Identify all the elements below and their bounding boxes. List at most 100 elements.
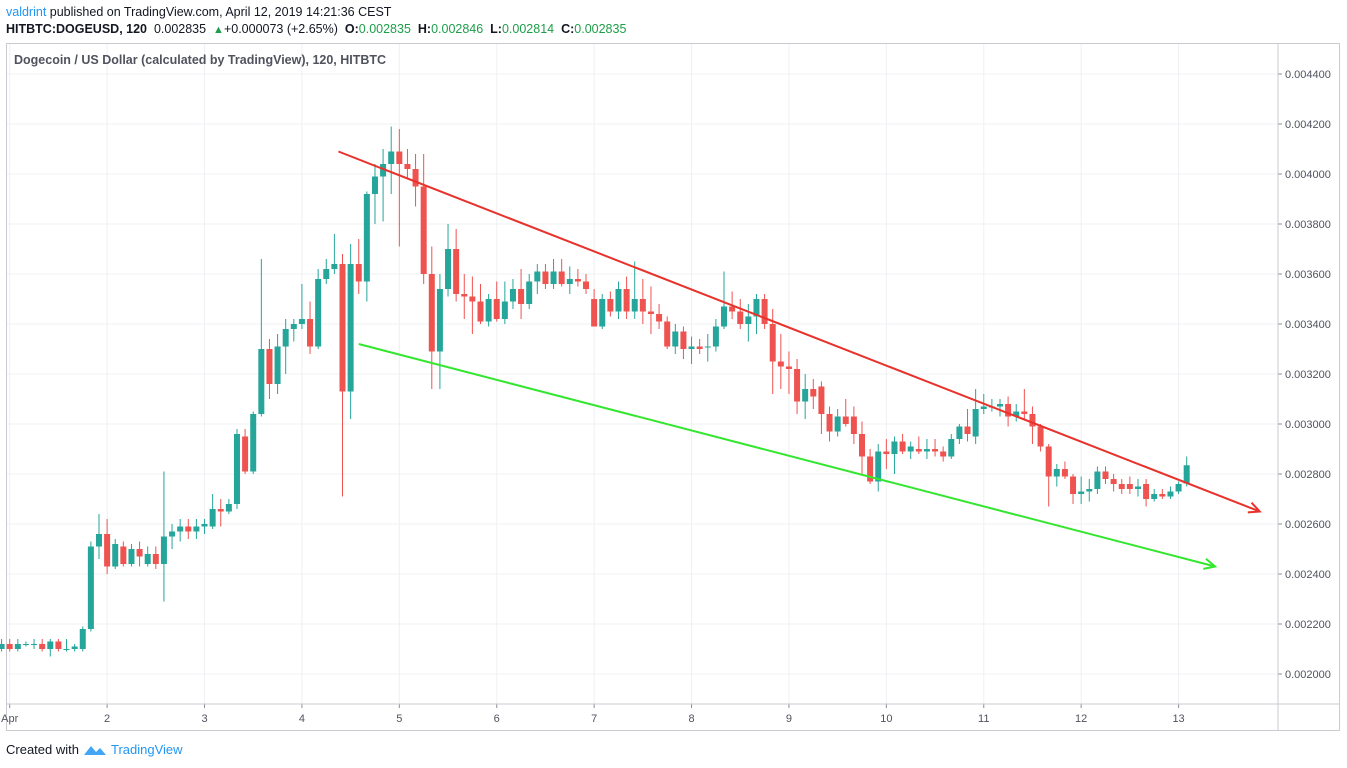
chart-title: Dogecoin / US Dollar (calculated by Trad… [14, 53, 386, 67]
candle [769, 309, 776, 394]
x-tick-label: 13 [1172, 713, 1184, 725]
candle-body [631, 299, 638, 312]
candle [1126, 476, 1133, 494]
candle-body [777, 361, 784, 367]
open-value: 0.002835 [358, 22, 411, 36]
candle-body [574, 279, 581, 282]
candle-body [477, 301, 484, 322]
chart-grid [7, 44, 1278, 704]
candle [1094, 466, 1101, 494]
candle-body [71, 646, 78, 649]
candle [923, 439, 930, 459]
chart-frame[interactable] [6, 43, 1340, 731]
candle [1102, 466, 1109, 484]
candle-body [810, 389, 817, 397]
candle [233, 429, 240, 509]
candle [631, 261, 638, 319]
candle-body [834, 416, 841, 432]
candle [964, 409, 971, 442]
candle-body [907, 446, 914, 452]
candle [128, 544, 135, 567]
candle [47, 639, 54, 657]
candle [104, 519, 111, 574]
ohlc-header: HITBTC:DOGEUSD, 120 0.002835 ▲+0.000073 … [6, 22, 626, 36]
candle-body [647, 311, 654, 314]
candle-body [842, 416, 849, 424]
candle [696, 339, 703, 354]
candle [485, 294, 492, 327]
candle-body [315, 279, 322, 347]
candle [591, 289, 598, 327]
y-tick-label: 0.002600 [1285, 519, 1331, 531]
candle-body [1159, 494, 1166, 497]
candle [323, 259, 330, 284]
candle [469, 276, 476, 334]
created-with-text: Created with [6, 742, 79, 757]
candle [298, 284, 305, 329]
candle-body [355, 264, 362, 282]
low-value: 0.002814 [501, 22, 555, 36]
candle [761, 294, 768, 329]
candle [453, 229, 460, 302]
candle-body [1013, 411, 1020, 417]
close-label: C: [561, 22, 575, 36]
tradingview-brand[interactable]: TradingView [110, 742, 183, 757]
candle [956, 424, 963, 444]
candle [518, 269, 525, 319]
candle-body [1118, 484, 1125, 489]
x-tick-label: 8 [688, 713, 694, 725]
candle [842, 399, 849, 427]
candle-body [493, 299, 500, 319]
candle-body [55, 641, 62, 649]
candle-body [371, 176, 378, 194]
author-name[interactable]: valdrint [6, 5, 47, 19]
axes-layer: 0.002000 0.002200 0.002400 0.002600 0.002800… [1, 44, 1339, 730]
candle [932, 439, 939, 457]
candle [534, 264, 541, 294]
candle [915, 436, 922, 454]
candle-body [534, 271, 541, 282]
candle-body [712, 326, 719, 347]
candle-body [956, 426, 963, 439]
candle [1175, 481, 1182, 494]
candle-body [737, 311, 744, 324]
resistance-trendline[interactable] [338, 150, 1261, 513]
candle-body [128, 549, 135, 564]
candle [907, 441, 914, 459]
candle [672, 324, 679, 354]
candle [177, 519, 184, 542]
candle-body [1094, 471, 1101, 489]
candle [940, 446, 947, 462]
candle-body [485, 299, 492, 322]
candle-body [1143, 484, 1150, 499]
candle [566, 266, 573, 294]
candle [583, 274, 590, 294]
candle-body [120, 546, 127, 564]
candle-body [428, 274, 435, 352]
candle [1053, 464, 1060, 487]
candle [0, 639, 5, 652]
candle-body [380, 164, 387, 177]
candle-body [6, 644, 13, 649]
candle-body [201, 524, 208, 527]
candle [169, 524, 176, 549]
candle [850, 406, 857, 444]
candle-body [948, 439, 955, 457]
candle-body [95, 534, 102, 547]
candle [721, 271, 728, 329]
x-tick-label: 7 [591, 713, 597, 725]
candle-body [1070, 476, 1077, 494]
candle-body [802, 389, 809, 402]
candle [1029, 406, 1036, 444]
candle [55, 639, 62, 652]
candle-body [1183, 465, 1190, 484]
candle-body [583, 281, 590, 289]
candle-body [867, 456, 874, 482]
candle-body [347, 264, 354, 392]
candle-body [461, 294, 468, 297]
y-tick-label: 0.004400 [1285, 69, 1331, 81]
candle [217, 499, 224, 527]
support-trendline[interactable] [358, 343, 1216, 568]
candle [1143, 479, 1150, 507]
